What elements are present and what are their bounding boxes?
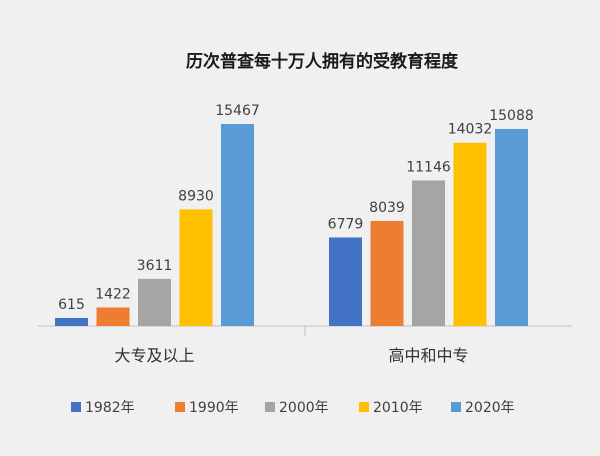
data-label: 1422	[95, 286, 131, 302]
category-label: 高中和中专	[388, 346, 468, 365]
data-label: 8039	[369, 200, 405, 216]
data-label: 11146	[406, 159, 451, 175]
category-label: 大专及以上	[114, 346, 194, 365]
legend: 1982年 1990年 2000年 2010年 2020年	[71, 400, 515, 416]
legend-swatch	[175, 402, 185, 412]
chart-title: 历次普查每十万人拥有的受教育程度	[186, 51, 459, 72]
category-labels-layer: 大专及以上 高中和中专	[114, 346, 468, 365]
bar-2010年-大专及以上	[179, 209, 213, 326]
data-label: 8930	[178, 188, 214, 204]
legend-label: 2010年	[373, 400, 423, 416]
bar-1982年-大专及以上	[55, 317, 88, 326]
bar-2000年-大专及以上	[138, 278, 171, 326]
data-label: 615	[58, 297, 85, 313]
data-label: 15467	[215, 103, 260, 119]
bar-2010年-高中和中专	[453, 142, 487, 326]
bar-1982年-高中和中专	[329, 237, 362, 326]
data-labels-layer: 615 1422 3611 8930 15467 6779 8039 11146 1403215…	[58, 103, 534, 313]
bar-1990年-大专及以上	[96, 307, 130, 326]
legend-label: 2020年	[465, 400, 515, 416]
bars-layer	[55, 124, 528, 326]
legend-swatch	[71, 402, 81, 412]
data-label: 15088	[489, 108, 534, 124]
legend-label: 1982年	[85, 400, 135, 416]
legend-label: 2000年	[279, 400, 329, 416]
legend-swatch	[265, 402, 275, 412]
legend-label: 1990年	[189, 400, 239, 416]
data-label: 6779	[328, 216, 364, 232]
bar-1990年-高中和中专	[370, 221, 404, 326]
legend-swatch	[451, 402, 461, 412]
bar-2020年-高中和中专	[495, 128, 528, 326]
bar-2020年-大专及以上	[221, 124, 254, 326]
data-label: 14032	[448, 122, 493, 138]
legend-swatch	[359, 402, 369, 412]
data-label: 3611	[137, 258, 173, 274]
bar-2000年-高中和中专	[412, 180, 445, 326]
